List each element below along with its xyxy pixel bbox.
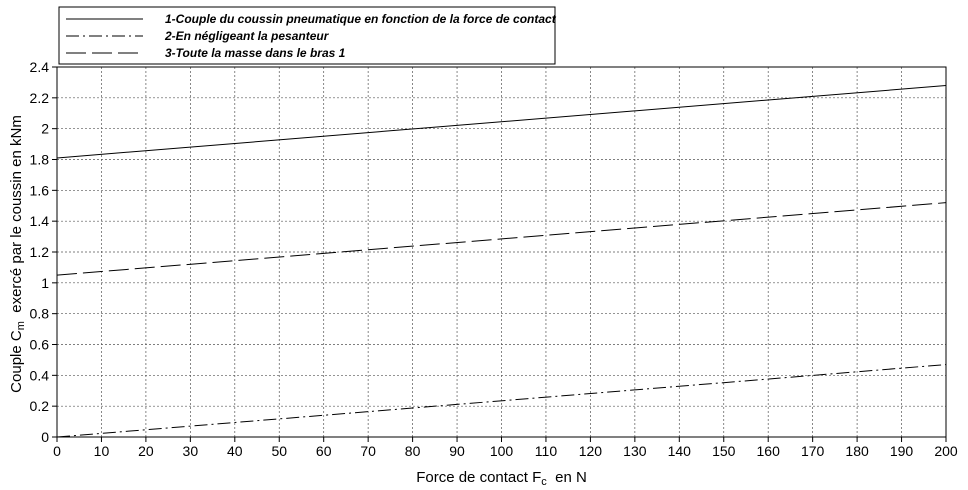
- x-axis-title: Force de contact Fc en N: [416, 469, 587, 488]
- y-tick-label: 1.6: [30, 182, 50, 198]
- legend-label-3: 3-Toute la masse dans le bras 1: [165, 46, 346, 60]
- series-group: [56, 85, 947, 438]
- y-tick-label: 1.8: [30, 152, 50, 168]
- y-tick-label: 1: [41, 275, 49, 291]
- series-line-1: [56, 85, 947, 159]
- x-tick-label: 150: [712, 443, 736, 459]
- x-tick-label: 120: [579, 443, 603, 459]
- x-axis-ticks: 0 10 20 30 40 50 60 70 80 90 100 110 120 130 140 150 160…: [53, 437, 958, 459]
- legend: 1-Couple du coussin pneumatique en fonct…: [58, 6, 557, 65]
- x-tick-label: 60: [316, 443, 332, 459]
- y-tick-label: 1.2: [30, 244, 50, 260]
- y-axis-title: Couple Cm exercé par le coussin en kNm: [8, 115, 27, 393]
- x-tick-label: 180: [845, 443, 869, 459]
- x-tick-label: 190: [890, 443, 914, 459]
- x-tick-label: 130: [623, 443, 647, 459]
- x-tick-label: 110: [535, 443, 558, 459]
- x-axis-title-main: Force de contact F: [416, 469, 541, 486]
- legend-label-2: 2-En négligeant la pesanteur: [164, 29, 330, 43]
- y-tick-label: 0: [41, 429, 49, 445]
- series-line-2: [56, 364, 947, 438]
- x-tick-label: 80: [405, 443, 421, 459]
- x-tick-label: 30: [183, 443, 199, 459]
- x-tick-label: 10: [94, 443, 110, 459]
- y-axis-title-suffix: exercé par le coussin en kNm: [8, 115, 25, 321]
- y-tick-label: 0.6: [30, 337, 50, 353]
- grid: [57, 67, 946, 437]
- y-tick-label: 0.4: [30, 367, 50, 383]
- x-tick-label: 50: [271, 443, 287, 459]
- x-tick-label: 160: [757, 443, 781, 459]
- y-axis-ticks: 0 0.2 0.4 0.6 0.8 1 1.2 1.4 1.6 1.8 2 2.2 2.4: [30, 59, 57, 445]
- x-tick-label: 170: [801, 443, 825, 459]
- y-axis-title-main: Couple C: [8, 330, 25, 393]
- y-tick-label: 2.4: [30, 59, 50, 75]
- y-tick-label: 0.2: [30, 398, 50, 414]
- x-tick-label: 200: [934, 443, 958, 459]
- x-tick-label: 90: [449, 443, 465, 459]
- x-tick-label: 140: [668, 443, 692, 459]
- y-tick-label: 2: [41, 121, 49, 137]
- legend-label-1: 1-Couple du coussin pneumatique en fonct…: [165, 12, 557, 26]
- y-tick-label: 2.2: [30, 90, 50, 106]
- x-tick-label: 70: [360, 443, 376, 459]
- x-tick-label: 40: [227, 443, 243, 459]
- y-tick-label: 1.4: [30, 213, 50, 229]
- x-tick-label: 100: [490, 443, 514, 459]
- x-tick-label: 0: [53, 443, 61, 459]
- y-tick-label: 0.8: [30, 306, 50, 322]
- series-line-3: [56, 202, 947, 276]
- y-axis-title-subscript: m: [15, 321, 27, 330]
- x-tick-label: 20: [138, 443, 154, 459]
- x-axis-title-suffix: en N: [547, 469, 587, 486]
- x-axis-title-subscript: c: [541, 476, 547, 488]
